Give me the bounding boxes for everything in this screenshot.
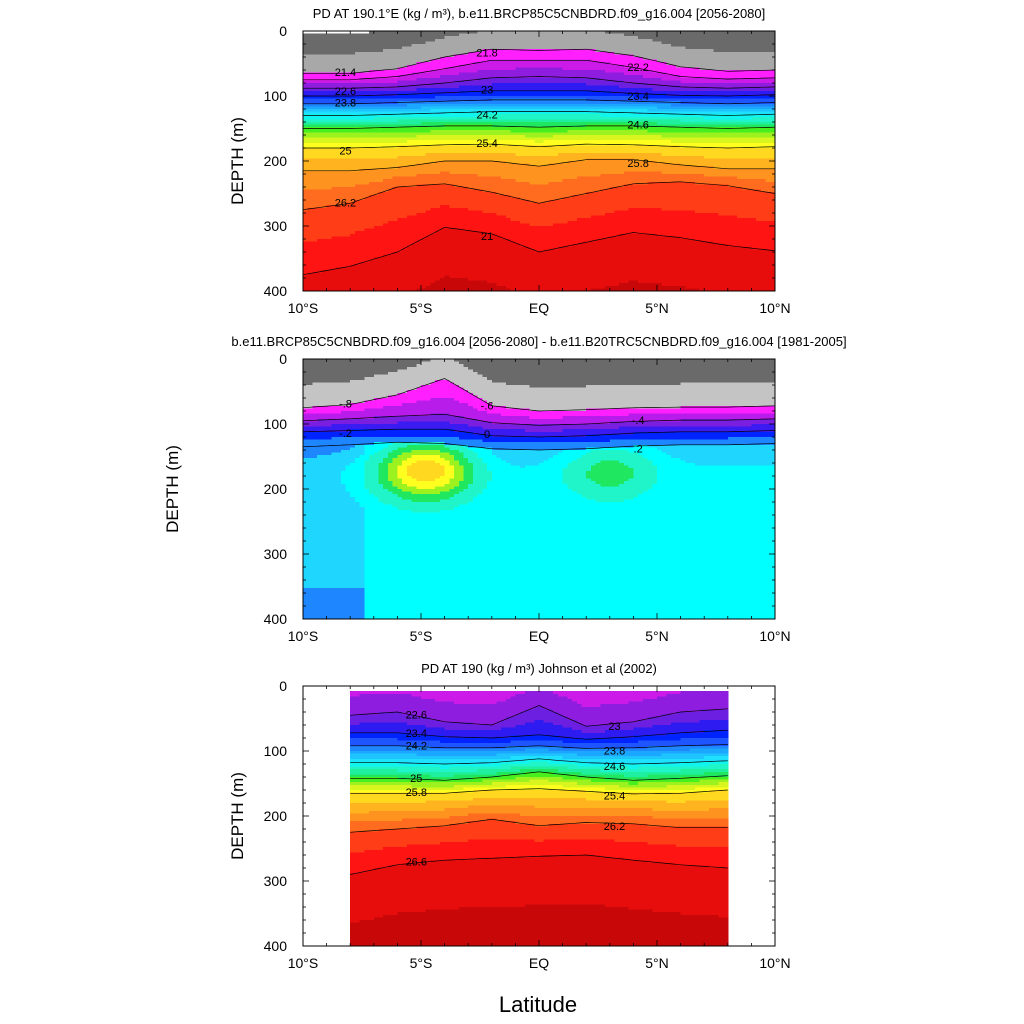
figure: 21.421.822.222.6 2323.423.824.224.62525.4… xyxy=(0,0,1024,1024)
panel-1: 21.421.822.222.6 2323.423.824.224.62525.4… xyxy=(228,6,791,316)
density-field xyxy=(303,31,776,292)
